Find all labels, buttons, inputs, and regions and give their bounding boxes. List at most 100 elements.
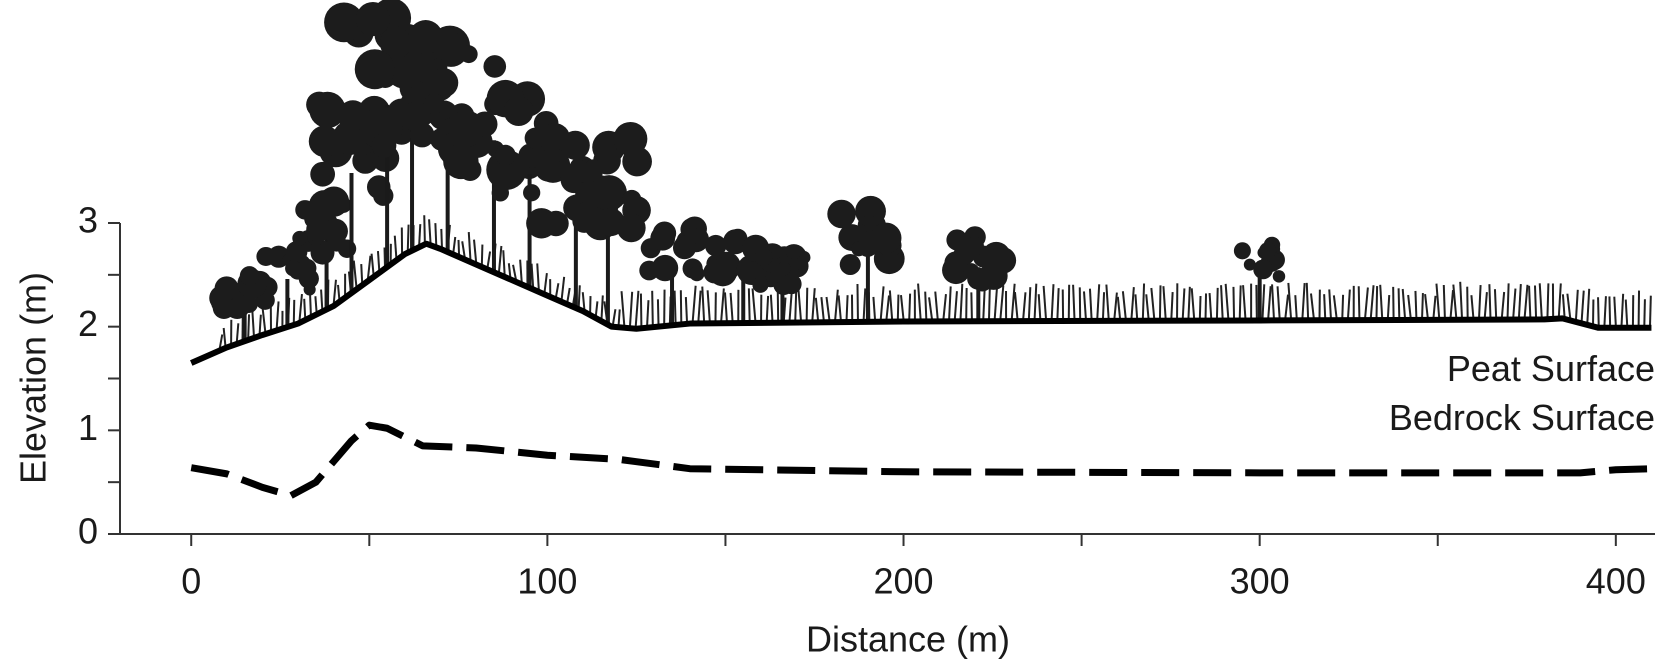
grass <box>1459 281 1463 318</box>
tree-crown <box>523 184 541 202</box>
grass <box>594 301 599 317</box>
grass <box>724 292 728 322</box>
tree-crown <box>1259 242 1277 260</box>
grass <box>1357 286 1361 319</box>
tree-crown <box>622 189 642 209</box>
grass <box>370 253 375 276</box>
grass <box>247 314 251 338</box>
tree-crown <box>857 236 879 257</box>
grass <box>1141 283 1146 319</box>
grass <box>697 290 702 322</box>
grass <box>1375 286 1379 319</box>
grass <box>1341 294 1345 319</box>
grass <box>953 291 958 320</box>
grass <box>1424 293 1429 318</box>
grass <box>1347 289 1351 319</box>
tree-crown <box>684 227 702 244</box>
grass <box>1528 285 1532 318</box>
grass <box>1033 283 1038 320</box>
grass <box>486 251 492 268</box>
tree-crown <box>705 234 727 257</box>
grass <box>1130 287 1135 319</box>
tree-crown <box>576 202 594 220</box>
grass <box>1432 295 1437 318</box>
grass <box>1105 284 1110 319</box>
grass <box>258 314 262 335</box>
grass <box>1369 285 1375 319</box>
grass <box>673 290 677 323</box>
grass <box>834 289 839 321</box>
grass <box>1500 291 1506 318</box>
tree-crown <box>309 91 346 129</box>
grass <box>1435 283 1441 318</box>
grass <box>729 292 734 322</box>
tree-crown <box>543 210 569 237</box>
grass <box>1208 293 1213 319</box>
grass <box>1037 294 1042 320</box>
tree-crown <box>689 266 705 282</box>
grass <box>566 287 571 303</box>
grass <box>298 293 303 321</box>
y-tick-label: 1 <box>78 407 98 448</box>
grass <box>1407 294 1412 319</box>
grass <box>1287 282 1293 319</box>
tree-crown <box>622 146 652 177</box>
grass <box>1187 286 1191 319</box>
series-line <box>190 421 1652 500</box>
grass <box>332 279 337 305</box>
tree-crown <box>297 258 317 278</box>
grass <box>970 292 973 320</box>
grass <box>1620 293 1625 326</box>
x-axis-title: Distance (m) <box>806 619 1010 660</box>
grass <box>620 291 626 326</box>
grass <box>888 290 894 320</box>
tree-crown <box>429 68 459 98</box>
grass <box>617 309 621 326</box>
tree-crown <box>324 2 364 43</box>
grass <box>1470 295 1475 318</box>
tree-crown <box>708 257 738 287</box>
grass <box>393 235 398 259</box>
grass <box>917 283 922 320</box>
tree-crown <box>483 55 507 78</box>
grass <box>406 224 410 251</box>
grass <box>320 289 324 310</box>
tree-crown <box>366 175 391 199</box>
grass <box>560 276 566 300</box>
grass <box>1608 296 1612 326</box>
tree-crown <box>512 158 530 176</box>
grass <box>1523 284 1529 318</box>
x-tick-label: 100 <box>517 561 577 602</box>
grass <box>1586 288 1591 323</box>
grass <box>1113 292 1118 319</box>
grass <box>1271 284 1275 319</box>
tree-crown <box>459 45 478 64</box>
grass <box>530 263 535 288</box>
grass <box>1506 283 1510 318</box>
tree-crown <box>447 110 485 148</box>
grass <box>1013 292 1019 320</box>
tree-crown <box>503 96 534 127</box>
grass <box>1096 284 1101 319</box>
grass <box>1442 284 1446 318</box>
x-tick-label: 0 <box>181 561 201 602</box>
grass <box>1397 288 1401 318</box>
grass <box>1220 285 1224 319</box>
grass <box>1150 287 1156 319</box>
grass <box>1267 286 1272 319</box>
grass <box>554 283 560 298</box>
grass <box>1238 285 1242 319</box>
grass <box>1145 294 1150 319</box>
tree-crown <box>400 101 431 132</box>
tree-crown <box>578 161 603 186</box>
grass <box>235 323 240 342</box>
vegetation <box>209 0 1652 349</box>
tree-crown <box>310 161 336 187</box>
grass <box>885 295 890 320</box>
grass <box>1512 288 1517 318</box>
grass <box>376 251 381 271</box>
grass <box>581 292 586 310</box>
grass <box>1613 296 1617 326</box>
tree-crown <box>723 229 749 255</box>
grass <box>473 239 478 263</box>
